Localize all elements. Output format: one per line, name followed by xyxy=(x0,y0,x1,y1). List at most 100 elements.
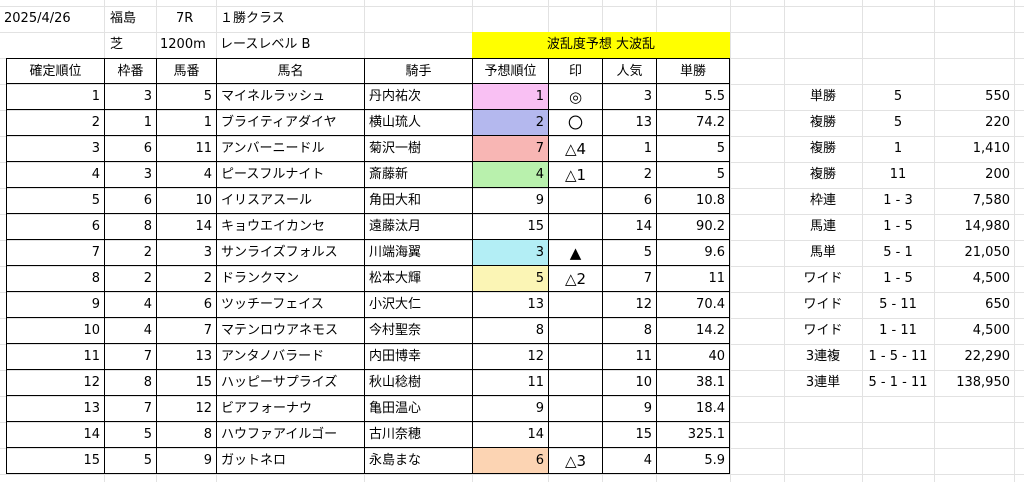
table-cell-jockey[interactable]: 秋山稔樹 xyxy=(364,370,472,396)
table-cell-name[interactable]: ドランクマン xyxy=(216,266,364,292)
table-cell-pop[interactable]: 3 xyxy=(602,84,656,110)
race-level[interactable]: レースレベル B xyxy=(220,37,311,52)
table-cell-pred[interactable]: 14 xyxy=(472,422,548,448)
table-cell-waku[interactable]: 1 xyxy=(104,110,156,136)
payout-amount[interactable]: 550 xyxy=(985,89,1010,104)
column-header-rank[interactable]: 確定順位 xyxy=(6,58,104,84)
race-venue[interactable]: 福島 xyxy=(110,11,137,26)
table-cell-name[interactable]: アンタノバラード xyxy=(216,344,364,370)
table-cell-uma[interactable]: 8 xyxy=(156,422,216,448)
table-cell-waku[interactable]: 6 xyxy=(104,188,156,214)
table-cell-mark[interactable] xyxy=(548,396,602,422)
table-cell-pop[interactable]: 6 xyxy=(602,188,656,214)
column-header-uma[interactable]: 馬番 xyxy=(156,58,216,84)
table-cell-jockey[interactable]: 川端海翼 xyxy=(364,240,472,266)
table-cell-odds[interactable]: 5.9 xyxy=(656,448,730,474)
race-class[interactable]: １勝クラス xyxy=(220,11,285,26)
table-cell-rank[interactable]: 8 xyxy=(6,266,104,292)
table-cell-waku[interactable]: 2 xyxy=(104,266,156,292)
payout-combination[interactable]: 11 xyxy=(889,167,907,182)
payout-combination[interactable]: 5 xyxy=(893,89,903,104)
table-cell-pop[interactable]: 7 xyxy=(602,266,656,292)
payout-amount[interactable]: 220 xyxy=(985,115,1010,130)
table-cell-uma[interactable]: 2 xyxy=(156,266,216,292)
payout-combination[interactable]: 5 - 1 - 11 xyxy=(868,375,928,390)
table-cell-uma[interactable]: 4 xyxy=(156,162,216,188)
table-cell-waku[interactable]: 5 xyxy=(104,448,156,474)
table-cell-odds[interactable]: 5 xyxy=(656,162,730,188)
table-cell-name[interactable]: イリスアスール xyxy=(216,188,364,214)
table-cell-uma[interactable]: 5 xyxy=(156,84,216,110)
payout-combination[interactable]: 5 xyxy=(893,115,903,130)
payout-combination[interactable]: 5 - 1 xyxy=(883,245,913,260)
table-cell-name[interactable]: ビアフォーナウ xyxy=(216,396,364,422)
column-header-pred[interactable]: 予想順位 xyxy=(472,58,548,84)
table-cell-uma[interactable]: 9 xyxy=(156,448,216,474)
table-cell-waku[interactable]: 8 xyxy=(104,214,156,240)
payout-amount[interactable]: 21,050 xyxy=(964,245,1011,260)
table-cell-pred[interactable]: 9 xyxy=(472,396,548,422)
payout-type[interactable]: 複勝 xyxy=(809,115,836,130)
table-cell-name[interactable]: アンバーニードル xyxy=(216,136,364,162)
table-cell-uma[interactable]: 7 xyxy=(156,318,216,344)
table-cell-odds[interactable]: 14.2 xyxy=(656,318,730,344)
table-cell-mark[interactable]: △2 xyxy=(548,266,602,292)
table-cell-pop[interactable]: 1 xyxy=(602,136,656,162)
table-cell-uma[interactable]: 11 xyxy=(156,136,216,162)
table-cell-jockey[interactable]: 今村聖奈 xyxy=(364,318,472,344)
table-cell-jockey[interactable]: 小沢大仁 xyxy=(364,292,472,318)
table-cell-rank[interactable]: 14 xyxy=(6,422,104,448)
table-cell-rank[interactable]: 12 xyxy=(6,370,104,396)
table-cell-waku[interactable]: 4 xyxy=(104,318,156,344)
payout-amount[interactable]: 1,410 xyxy=(972,141,1010,156)
table-cell-mark[interactable] xyxy=(548,292,602,318)
table-cell-jockey[interactable]: 亀田温心 xyxy=(364,396,472,422)
table-cell-pop[interactable]: 8 xyxy=(602,318,656,344)
payout-type[interactable]: 馬単 xyxy=(809,245,836,260)
table-cell-waku[interactable]: 3 xyxy=(104,162,156,188)
table-cell-rank[interactable]: 11 xyxy=(6,344,104,370)
table-cell-name[interactable]: サンライズフォルス xyxy=(216,240,364,266)
column-header-waku[interactable]: 枠番 xyxy=(104,58,156,84)
payout-amount[interactable]: 4,500 xyxy=(972,323,1010,338)
table-cell-jockey[interactable]: 角田大和 xyxy=(364,188,472,214)
table-cell-rank[interactable]: 5 xyxy=(6,188,104,214)
payout-amount[interactable]: 650 xyxy=(985,297,1010,312)
table-cell-jockey[interactable]: 遠藤汰月 xyxy=(364,214,472,240)
table-cell-pred[interactable]: 8 xyxy=(472,318,548,344)
table-cell-pred[interactable]: 11 xyxy=(472,370,548,396)
table-cell-odds[interactable]: 70.4 xyxy=(656,292,730,318)
race-surface[interactable]: 芝 xyxy=(110,37,124,52)
table-cell-uma[interactable]: 10 xyxy=(156,188,216,214)
payout-type[interactable]: 複勝 xyxy=(809,167,836,182)
table-cell-odds[interactable]: 40 xyxy=(656,344,730,370)
table-cell-waku[interactable]: 7 xyxy=(104,344,156,370)
payout-type[interactable]: 単勝 xyxy=(809,89,836,104)
payout-amount[interactable]: 4,500 xyxy=(972,271,1010,286)
table-cell-waku[interactable]: 4 xyxy=(104,292,156,318)
table-cell-name[interactable]: マイネルラッシュ xyxy=(216,84,364,110)
table-cell-odds[interactable]: 5.5 xyxy=(656,84,730,110)
payout-combination[interactable]: 1 - 5 - 11 xyxy=(868,349,928,364)
race-distance[interactable]: 1200m xyxy=(160,37,206,52)
table-cell-mark[interactable] xyxy=(548,214,602,240)
table-cell-waku[interactable]: 3 xyxy=(104,84,156,110)
table-cell-jockey[interactable]: 松本大輝 xyxy=(364,266,472,292)
table-cell-waku[interactable]: 6 xyxy=(104,136,156,162)
table-cell-mark[interactable]: △1 xyxy=(548,162,602,188)
table-cell-jockey[interactable]: 古川奈穂 xyxy=(364,422,472,448)
table-cell-uma[interactable]: 12 xyxy=(156,396,216,422)
payout-type[interactable]: 馬連 xyxy=(809,219,836,234)
payout-amount[interactable]: 14,980 xyxy=(964,219,1011,234)
table-cell-waku[interactable]: 8 xyxy=(104,370,156,396)
table-cell-mark[interactable] xyxy=(548,188,602,214)
table-cell-mark[interactable]: △3 xyxy=(548,448,602,474)
payout-combination[interactable]: 5 - 11 xyxy=(879,297,917,312)
payout-type[interactable]: ワイド xyxy=(803,271,843,286)
table-cell-uma[interactable]: 1 xyxy=(156,110,216,136)
table-cell-uma[interactable]: 13 xyxy=(156,344,216,370)
race-number[interactable]: 7R xyxy=(176,11,194,26)
table-cell-pred[interactable]: 12 xyxy=(472,344,548,370)
column-header-pop[interactable]: 人気 xyxy=(602,58,656,84)
table-cell-pred[interactable]: 3 xyxy=(472,240,548,266)
